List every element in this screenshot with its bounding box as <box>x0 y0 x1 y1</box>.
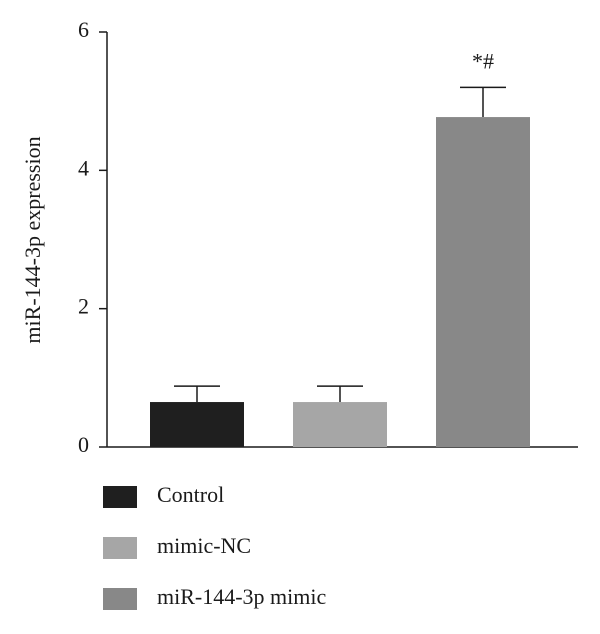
legend-label: Control <box>157 482 224 507</box>
legend-swatch <box>103 486 137 508</box>
y-tick-label: 0 <box>78 432 89 457</box>
bar <box>150 402 244 447</box>
legend-swatch <box>103 537 137 559</box>
bar <box>293 402 387 447</box>
annotation: *# <box>472 48 494 73</box>
y-tick-label: 2 <box>78 294 89 319</box>
y-axis-label: miR-144-3p expression <box>20 136 45 343</box>
legend-label: miR-144-3p mimic <box>157 584 327 609</box>
legend-swatch <box>103 588 137 610</box>
legend-label: mimic-NC <box>157 533 251 558</box>
bar <box>436 117 530 447</box>
y-tick-label: 6 <box>78 17 89 42</box>
y-tick-label: 4 <box>78 155 89 180</box>
